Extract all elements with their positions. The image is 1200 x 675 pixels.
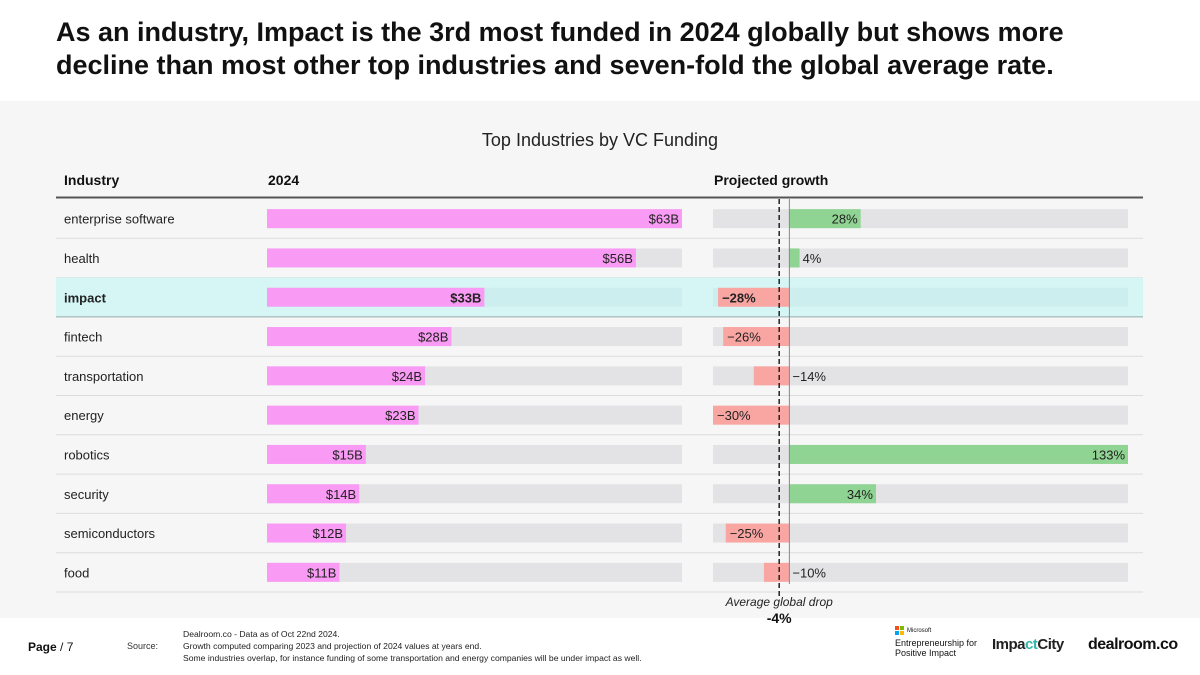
growth-track (713, 562, 1128, 582)
funding-bar (267, 287, 485, 307)
growth-bar-positive (789, 484, 876, 504)
industry-label: security (64, 487, 109, 502)
growth-value-label: −14% (792, 369, 826, 384)
funding-value-label: $12B (313, 526, 343, 541)
source-line: Growth computed comparing 2023 and proje… (183, 641, 482, 651)
microsoft-program-name: Entrepreneurship for Positive Impact (895, 638, 978, 658)
footer: Page / 7 Source: Dealroom.co - Data as o… (0, 618, 1200, 675)
funding-track (267, 484, 682, 504)
industry-label: impact (64, 290, 107, 305)
source-label: Source: (127, 641, 159, 651)
funding-track (267, 523, 682, 543)
growth-bar-negative (753, 366, 790, 386)
growth-value-label: −28% (722, 290, 756, 305)
growth-track (713, 405, 1128, 425)
funding-value-label: $33B (450, 290, 481, 305)
microsoft-wordmark: Microsoft (907, 627, 932, 634)
growth-value-label: −25% (730, 526, 764, 541)
funding-value-label: $24B (392, 369, 422, 384)
growth-track (713, 523, 1128, 543)
growth-track (713, 287, 1128, 307)
page-label: Page (28, 640, 57, 654)
funding-value-label: $63B (649, 212, 679, 227)
growth-bar-negative (763, 562, 790, 582)
chart-title: Top Industries by VC Funding (481, 130, 719, 150)
industry-label: transportation (64, 369, 144, 384)
funding-bar (267, 405, 419, 425)
funding-bar (267, 562, 340, 582)
page-indicator: Page / 7 (28, 640, 73, 654)
impactcity-logo: ImpactCity (992, 636, 1064, 653)
funding-bar (267, 248, 636, 268)
funding-bar (267, 366, 426, 386)
dealroom-logo: dealroom.co (1088, 636, 1178, 653)
column-header-industry: Industry (64, 172, 119, 188)
industry-label: energy (64, 408, 104, 423)
growth-bar-negative (718, 287, 790, 307)
funding-value-label: $11B (307, 565, 336, 580)
growth-track (713, 484, 1128, 504)
page-number: / 7 (60, 640, 74, 654)
growth-value-label: 4% (803, 251, 822, 266)
industry-label: robotics (64, 447, 110, 462)
growth-bar-negative (713, 405, 790, 425)
funding-value-label: $14B (326, 487, 356, 502)
funding-bar (267, 209, 682, 229)
growth-track (713, 209, 1128, 229)
funding-value-label: $56B (603, 251, 633, 266)
growth-bar-negative (723, 327, 790, 347)
funding-value-label: $28B (418, 330, 448, 345)
growth-track (713, 327, 1128, 347)
funding-value-label: $23B (385, 408, 415, 423)
source-line: Dealroom.co - Data as of Oct 22nd 2024. (183, 629, 340, 639)
funding-bar (267, 444, 366, 464)
growth-bar-positive (789, 209, 861, 229)
growth-value-label: 133% (1092, 447, 1126, 462)
industry-label: food (64, 565, 89, 580)
funding-track (267, 444, 682, 464)
column-header-2024: 2024 (268, 172, 299, 188)
growth-value-label: 28% (832, 212, 858, 227)
growth-value-label: −10% (792, 565, 826, 580)
funding-value-label: $15B (332, 447, 362, 462)
funding-bar (267, 484, 360, 504)
growth-value-label: −30% (717, 408, 751, 423)
growth-bar-positive (789, 248, 800, 268)
funding-track (267, 562, 682, 582)
industry-label: health (64, 251, 99, 266)
industry-label: semiconductors (64, 526, 156, 541)
growth-value-label: 34% (847, 487, 873, 502)
growth-bar-negative (725, 523, 790, 543)
funding-bar (267, 327, 452, 347)
average-drop-value: -4% (767, 610, 792, 626)
funding-bar (267, 523, 347, 543)
industry-label: enterprise software (64, 212, 175, 227)
microsoft-logo: Microsoft Entrepreneurship for Positive … (895, 626, 985, 658)
industry-label: fintech (64, 330, 102, 345)
source-notes: Dealroom.co - Data as of Oct 22nd 2024. … (183, 628, 642, 664)
growth-value-label: −26% (727, 330, 761, 345)
average-drop-label: Average global drop (725, 595, 834, 609)
headline: As an industry, Impact is the 3rd most f… (56, 17, 1064, 80)
column-header-growth: Projected growth (714, 172, 828, 188)
microsoft-squares-icon (895, 626, 904, 635)
growth-track (713, 366, 1128, 386)
growth-bar-positive (789, 444, 1128, 464)
source-line: Some industries overlap, for instance fu… (183, 653, 642, 663)
growth-track (713, 248, 1128, 268)
